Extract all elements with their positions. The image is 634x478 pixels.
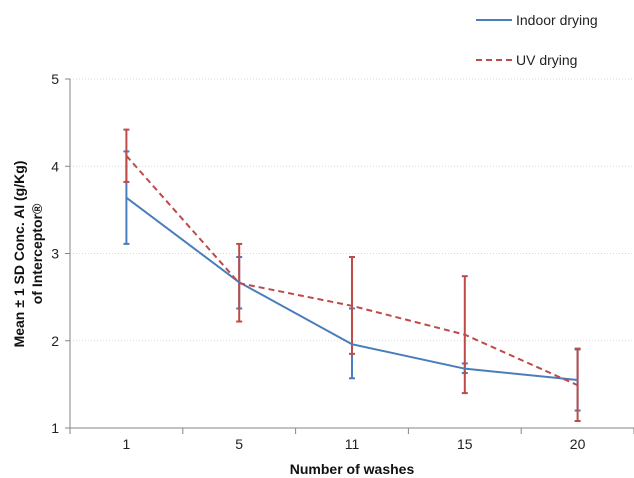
error-bars	[123, 128, 581, 423]
series-lines	[125, 155, 579, 387]
legend: Indoor drying UV drying	[476, 12, 598, 68]
legend-label-uv: UV drying	[516, 52, 577, 68]
y-tick-label: 4	[51, 158, 59, 174]
x-tick-label: 1	[123, 436, 131, 452]
x-ticks: 1 5 11 15 20	[69, 428, 634, 452]
x-tick-label: 15	[457, 436, 473, 452]
y-tick-label: 1	[51, 420, 59, 436]
x-tick-label: 11	[345, 436, 360, 452]
legend-label-indoor: Indoor drying	[516, 12, 598, 28]
y-axis-title-line-2: of Interceptor®	[29, 203, 45, 304]
y-axis-title-line-1: Mean ± 1 SD Conc. AI (g/Kg)	[11, 161, 27, 348]
y-tick-label: 5	[51, 71, 59, 87]
x-tick-label: 20	[570, 436, 586, 452]
y-axis-title: Mean ± 1 SD Conc. AI (g/Kg) of Intercept…	[11, 161, 45, 348]
x-axis-title: Number of washes	[290, 461, 415, 477]
series-line-uv	[125, 155, 579, 387]
y-ticks: 1 2 3 4 5	[51, 71, 70, 436]
series-line-indoor	[125, 196, 578, 382]
x-tick-label: 5	[235, 436, 243, 452]
y-tick-label: 3	[51, 246, 59, 262]
y-tick-label: 2	[51, 333, 59, 349]
